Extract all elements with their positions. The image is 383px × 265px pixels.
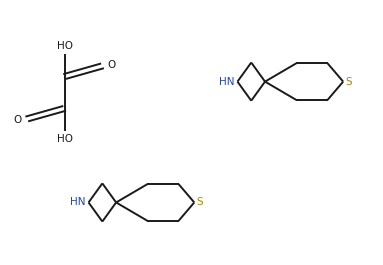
Text: HO: HO: [57, 134, 73, 144]
Text: S: S: [197, 197, 203, 207]
Text: HN: HN: [70, 197, 86, 207]
Text: O: O: [13, 115, 21, 125]
Text: O: O: [108, 60, 116, 70]
Text: S: S: [346, 77, 352, 87]
Text: HO: HO: [57, 41, 73, 51]
Text: HN: HN: [219, 77, 235, 87]
